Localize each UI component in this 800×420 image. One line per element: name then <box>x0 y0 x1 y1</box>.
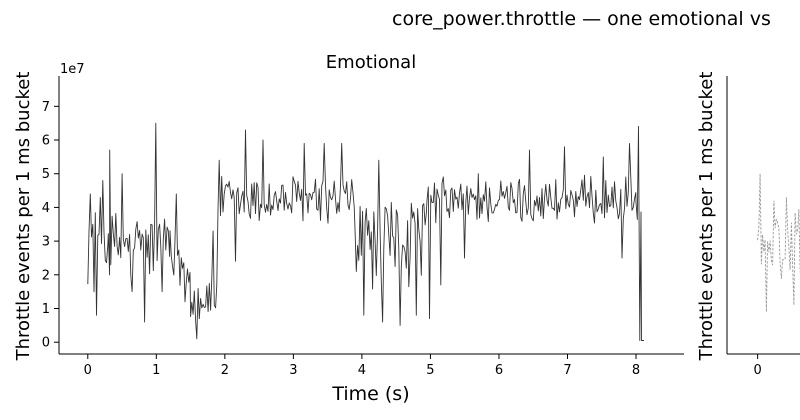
y-tick-label: 7 <box>42 100 50 115</box>
y-axis-label-right: Throttle events per 1 ms bucket <box>696 72 717 362</box>
emotional-panel: Emotional 1e7 Time (s) Throttle events p… <box>13 52 684 405</box>
second-panel: Throttle events per 1 ms bucket 0 <box>696 72 800 378</box>
y-tick-label: 2 <box>42 268 50 283</box>
x-tick-label: 7 <box>563 363 571 378</box>
y-tick-label: 6 <box>42 134 50 149</box>
y-tick-label: 4 <box>42 201 50 216</box>
figure-suptitle: core_power.throttle — one emotional vs <box>392 8 771 30</box>
x-axis-label: Time (s) <box>331 383 409 405</box>
x-tick-label: 0 <box>753 363 761 378</box>
emotional-series-line <box>87 122 644 341</box>
x-tick-label: 4 <box>358 363 366 378</box>
x-tick-label: 0 <box>84 363 92 378</box>
x-tick-label: 1 <box>152 363 160 378</box>
x-tick-label: 5 <box>426 363 434 378</box>
x-tick-label: 2 <box>221 363 229 378</box>
x-tick-label: 6 <box>495 363 503 378</box>
y-tick-label: 3 <box>42 235 50 250</box>
x-tick-label: 8 <box>632 363 640 378</box>
y-tick-label: 0 <box>42 336 50 351</box>
y-tick-label: 5 <box>42 167 50 182</box>
x-tick-label: 3 <box>289 363 297 378</box>
y-offset-label: 1e7 <box>60 62 85 77</box>
panel-title: Emotional <box>326 52 416 73</box>
y-axis-label: Throttle events per 1 ms bucket <box>13 72 34 362</box>
y-tick-label: 1 <box>42 302 50 317</box>
second-series-line <box>757 173 800 312</box>
